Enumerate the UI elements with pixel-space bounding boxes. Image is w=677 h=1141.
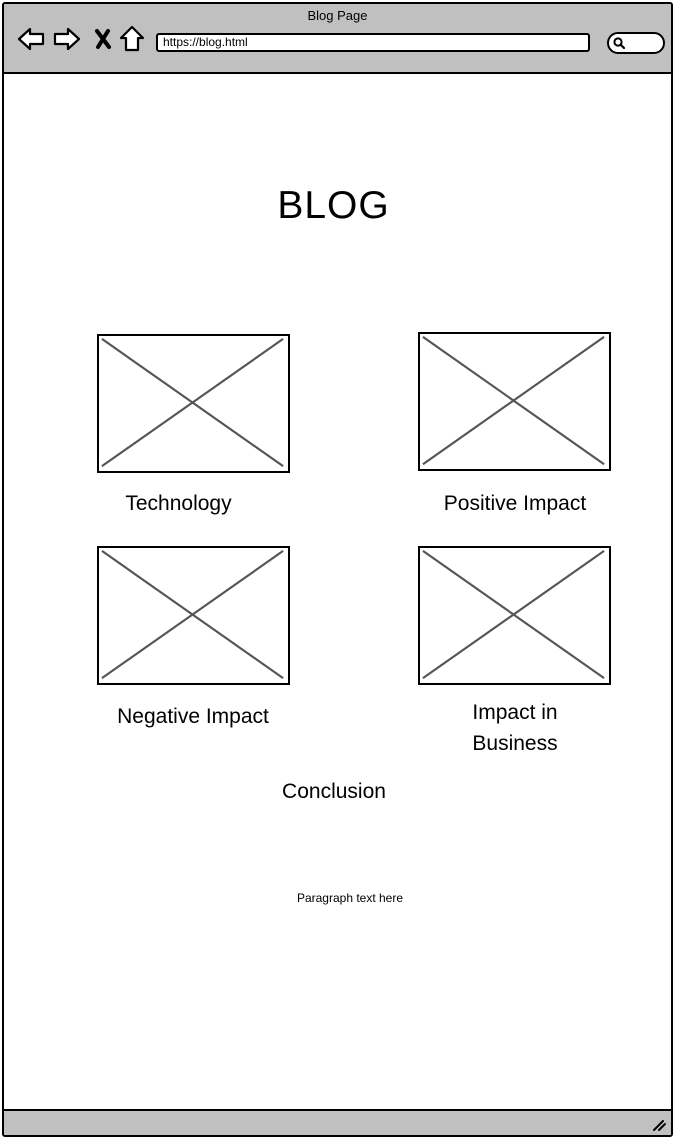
search-icon	[613, 37, 625, 49]
card-label-line-1: Impact in	[472, 701, 558, 724]
image-placeholder-negative-impact[interactable]	[97, 546, 290, 685]
conclusion-link[interactable]: Conclusion	[282, 780, 386, 803]
window-title: Blog Page	[307, 8, 368, 23]
image-placeholder-technology[interactable]	[97, 334, 290, 473]
home-icon[interactable]	[117, 24, 147, 54]
forward-arrow-icon[interactable]	[52, 24, 82, 54]
close-icon[interactable]	[88, 24, 118, 54]
back-arrow-icon[interactable]	[16, 24, 46, 54]
image-placeholder-impact-in-business[interactable]	[418, 546, 611, 685]
paragraph-text: Paragraph text here	[296, 891, 404, 905]
status-bar	[4, 1109, 671, 1135]
card-label-negative-impact[interactable]: Negative Impact	[117, 705, 269, 728]
resize-grip-icon[interactable]	[651, 1116, 667, 1132]
card-label-positive-impact[interactable]: Positive Impact	[443, 492, 587, 515]
address-bar[interactable]: https://blog.html	[156, 33, 590, 52]
browser-toolbar: Blog Page https://blog.html	[4, 4, 671, 74]
card-label-impact-in-business[interactable]: Impact in Business	[424, 697, 606, 759]
page-title: BLOG	[277, 184, 390, 227]
search-box[interactable]	[607, 32, 665, 54]
image-placeholder-positive-impact[interactable]	[418, 332, 611, 471]
card-label-technology[interactable]: Technology	[125, 492, 232, 515]
card-label-line-2: Business	[472, 732, 558, 755]
